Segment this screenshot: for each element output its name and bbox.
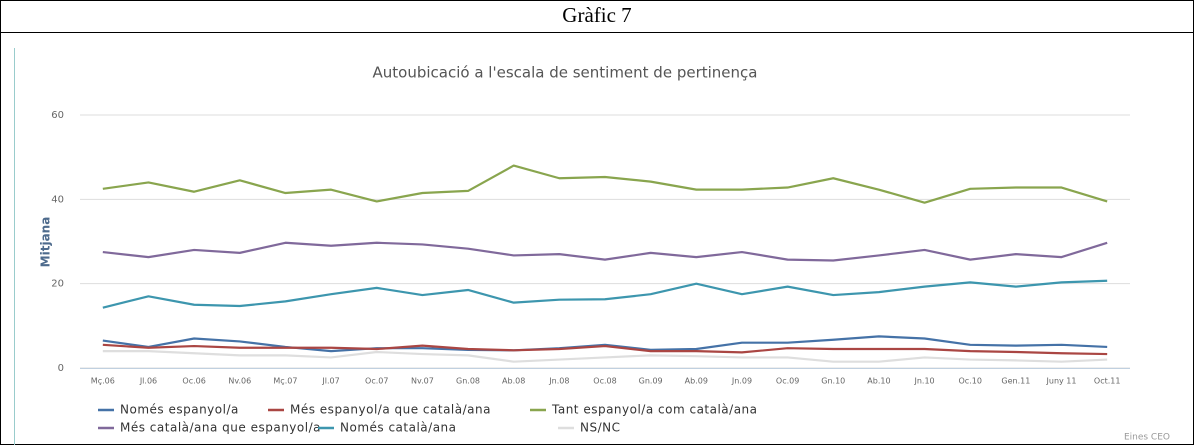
x-tick-label: Ab.10 (867, 377, 890, 386)
x-tick-label: Gn.09 (639, 377, 663, 386)
x-tick-label: Oc.07 (365, 377, 388, 386)
series-line (102, 335, 1108, 353)
chart-title: Autoubicació a l'escala de sentiment de … (373, 64, 758, 82)
x-tick-label: Jn.09 (731, 377, 752, 386)
y-tick-label: 20 (51, 279, 64, 290)
y-tick-label: 60 (51, 110, 64, 121)
y-tick-label: 0 (58, 363, 64, 374)
x-tick-label: Nv.06 (228, 377, 251, 386)
x-tick-label: Gen.11 (1001, 377, 1030, 386)
x-tick-label: Jn.10 (913, 377, 934, 386)
series-line (102, 343, 1108, 356)
credits: Eines CEO (1124, 433, 1170, 443)
x-tick-label: Oc.10 (959, 377, 982, 386)
x-tick-label: Gn.08 (456, 377, 480, 386)
x-tick-label: Oc.09 (776, 377, 799, 386)
legend-label: Tant espanyol/a com català/ana (551, 403, 758, 417)
x-tick-label: Jl.06 (139, 377, 157, 386)
series-line (102, 164, 1108, 204)
series-line (102, 279, 1108, 309)
legend-label: Només català/ana (340, 421, 457, 435)
y-axis-label: Mitjana (39, 217, 53, 268)
x-tick-label: Nv.07 (411, 377, 434, 386)
header: Gràfic 7 (562, 3, 631, 27)
x-tick-label: Gn.10 (821, 377, 845, 386)
x-tick-label: Jl.07 (321, 377, 339, 386)
y-tick-label: 40 (51, 194, 64, 205)
x-tick-label: Oc.06 (182, 377, 205, 386)
x-tick-label: Ab.09 (685, 377, 708, 386)
legend-label: Més català/ana que espanyol/a (120, 421, 321, 435)
legend-label: Més espanyol/a que català/ana (290, 403, 491, 417)
x-tick-label: Mç.06 (91, 377, 115, 386)
x-tick-label: Oct.11 (1094, 377, 1121, 386)
x-tick-label: Jn.08 (548, 377, 569, 386)
x-tick-label: Oc.08 (593, 377, 616, 386)
series-line (102, 241, 1108, 262)
legend-label: Només espanyol/a (120, 403, 239, 417)
series-line (102, 350, 1108, 363)
x-tick-label: Juny 11 (1046, 377, 1077, 386)
x-tick-label: Ab.08 (502, 377, 525, 386)
legend-label: NS/NC (580, 421, 621, 435)
x-tick-label: Mç.07 (273, 377, 297, 386)
